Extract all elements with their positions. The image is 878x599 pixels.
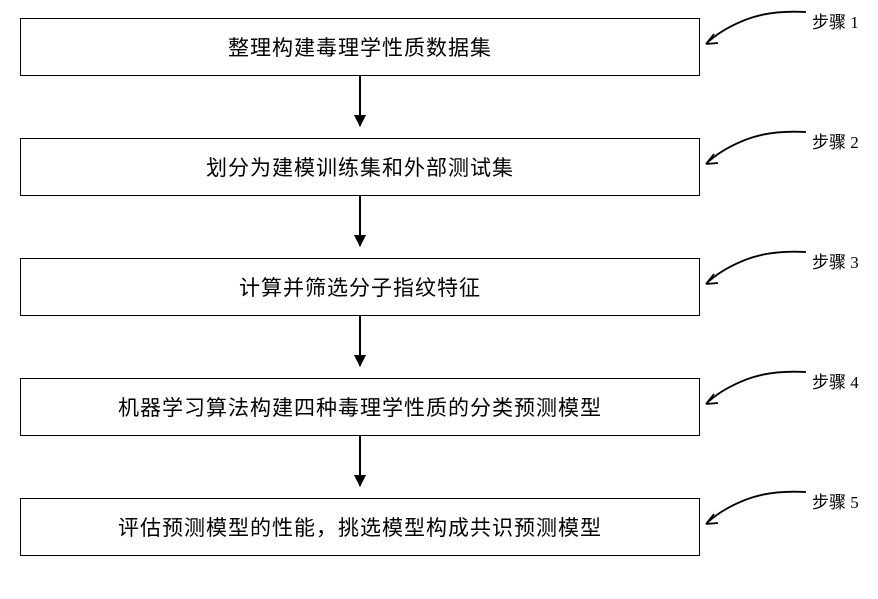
curve-arrow-3 (700, 248, 810, 298)
step-text-2: 划分为建模训练集和外部测试集 (206, 152, 514, 182)
flowchart-container: 整理构建毒理学性质数据集 步骤 1 划分为建模训练集和外部测试集 步骤 2 计算… (0, 0, 878, 599)
step-box-3: 计算并筛选分子指纹特征 (20, 258, 700, 316)
step-text-4: 机器学习算法构建四种毒理学性质的分类预测模型 (118, 392, 602, 422)
arrow-down-2 (359, 196, 361, 246)
step-text-5: 评估预测模型的性能，挑选模型构成共识预测模型 (118, 512, 602, 542)
curve-arrow-5 (700, 488, 810, 538)
curve-arrow-1 (700, 8, 810, 58)
step-box-5: 评估预测模型的性能，挑选模型构成共识预测模型 (20, 498, 700, 556)
step-box-1: 整理构建毒理学性质数据集 (20, 18, 700, 76)
arrow-down-3 (359, 316, 361, 366)
step-label-5: 步骤 5 (812, 488, 859, 513)
curve-arrow-4 (700, 368, 810, 418)
arrow-down-4 (359, 436, 361, 486)
step-label-4: 步骤 4 (812, 368, 859, 393)
curve-arrow-2 (700, 128, 810, 178)
step-label-1: 步骤 1 (812, 8, 859, 33)
step-text-3: 计算并筛选分子指纹特征 (239, 272, 481, 302)
step-box-2: 划分为建模训练集和外部测试集 (20, 138, 700, 196)
step-label-2: 步骤 2 (812, 128, 859, 153)
step-box-4: 机器学习算法构建四种毒理学性质的分类预测模型 (20, 378, 700, 436)
step-text-1: 整理构建毒理学性质数据集 (228, 32, 492, 62)
arrow-down-1 (359, 76, 361, 126)
step-label-3: 步骤 3 (812, 248, 859, 273)
